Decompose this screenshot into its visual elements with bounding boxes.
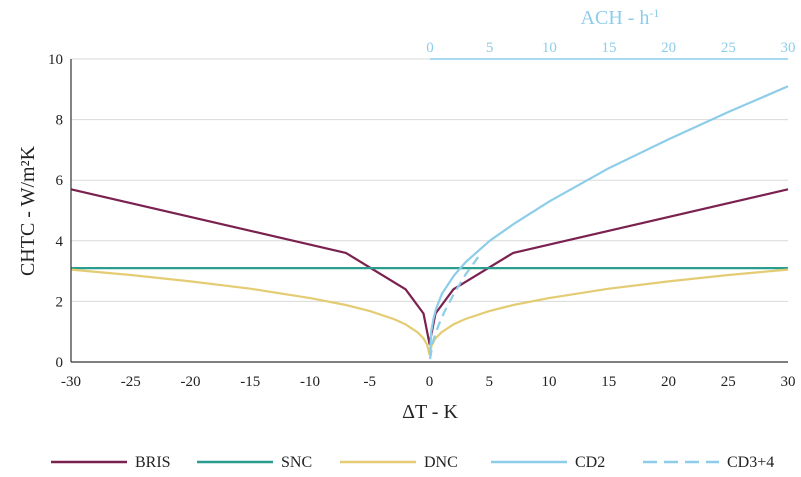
x-tick-label--5: -5 bbox=[364, 374, 377, 390]
series-lines bbox=[70, 85, 789, 360]
y-tick-label-8: 8 bbox=[56, 113, 64, 129]
series-line-cd3-4 bbox=[428, 253, 481, 360]
series-line-cd2 bbox=[428, 85, 789, 356]
x-tick-label--25: -25 bbox=[121, 374, 141, 390]
axes bbox=[70, 58, 788, 363]
top-x-tick-label-10: 10 bbox=[542, 40, 557, 56]
legend-label-dnc: DNC bbox=[424, 454, 458, 471]
y-tick-label-4: 4 bbox=[56, 234, 64, 250]
top-x-tick-label-15: 15 bbox=[602, 40, 617, 56]
x-tick-label--15: -15 bbox=[240, 374, 260, 390]
y-tick-label-2: 2 bbox=[56, 294, 64, 310]
tick-labels: -30 -25 -20 -15 -10 -5 0 5 10 15 20 25 30 0 2 4 6 8 10 0 5 10… bbox=[48, 40, 796, 390]
y-tick-label-10: 10 bbox=[48, 52, 63, 68]
top-x-tick-label-5: 5 bbox=[486, 40, 494, 56]
x-tick-label-30: 30 bbox=[781, 374, 796, 390]
x-tick-label-0: 0 bbox=[426, 374, 434, 390]
top-x-tick-label-0: 0 bbox=[426, 40, 434, 56]
top-axis-title: ACH - h-1 bbox=[581, 6, 660, 29]
x-tick-label--30: -30 bbox=[61, 374, 81, 390]
y-tick-label-6: 6 bbox=[56, 173, 64, 189]
top-axis-title-exp: -1 bbox=[649, 6, 659, 20]
x-tick-label-20: 20 bbox=[661, 374, 676, 390]
x-tick-label--10: -10 bbox=[300, 374, 320, 390]
top-axis-title-main: ACH - h bbox=[581, 7, 650, 29]
legend-label-cd2: CD2 bbox=[575, 454, 605, 471]
top-x-tick-label-20: 20 bbox=[661, 40, 676, 56]
legend-label-bris: BRIS bbox=[135, 454, 171, 471]
series-line-bris bbox=[70, 188, 789, 345]
x-tick-label--20: -20 bbox=[181, 374, 201, 390]
grid-lines bbox=[71, 58, 788, 302]
legend-label-snc: SNC bbox=[281, 454, 312, 471]
x-tick-label-5: 5 bbox=[486, 374, 494, 390]
x-tick-label-25: 25 bbox=[721, 374, 736, 390]
top-x-tick-label-25: 25 bbox=[721, 40, 736, 56]
y-tick-label-0: 0 bbox=[56, 355, 64, 371]
legend-label-cd3-4: CD3+4 bbox=[727, 454, 774, 471]
y-axis-title: CHTC - W/m²K bbox=[17, 145, 39, 276]
x-tick-label-10: 10 bbox=[542, 374, 557, 390]
x-axis-title: ΔT - K bbox=[402, 401, 458, 423]
x-tick-label-15: 15 bbox=[601, 374, 616, 390]
top-x-tick-label-30: 30 bbox=[781, 40, 796, 56]
legend: BRIS SNC DNC CD2 CD3+4 bbox=[51, 454, 774, 471]
